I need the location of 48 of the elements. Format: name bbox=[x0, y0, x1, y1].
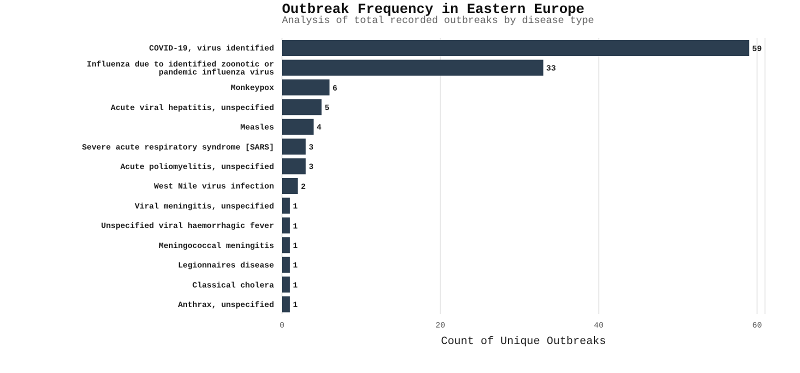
x-tick-label: 0 bbox=[280, 322, 285, 331]
data-label: 1 bbox=[292, 202, 298, 212]
bar bbox=[282, 256, 290, 273]
bar bbox=[282, 60, 544, 76]
y-tick-label: Legionnaires disease bbox=[178, 262, 274, 271]
x-tick-label: 60 bbox=[752, 322, 762, 331]
x-axis-title: Count of Unique Outbreaks bbox=[440, 336, 606, 348]
x-tick-label: 20 bbox=[436, 322, 446, 331]
bar bbox=[282, 296, 290, 312]
bar bbox=[282, 178, 298, 194]
y-tick-label: COVID-19, virus identified bbox=[149, 44, 274, 54]
data-label: 3 bbox=[308, 143, 314, 152]
y-tick-label: Anthrax, unspecified bbox=[178, 300, 274, 310]
y-tick-label: Meningococcal meningitis bbox=[158, 242, 274, 251]
data-label: 4 bbox=[316, 124, 322, 133]
data-label: 33 bbox=[546, 64, 556, 74]
data-label: 59 bbox=[752, 44, 762, 54]
data-label: 1 bbox=[292, 262, 298, 271]
y-tick-label: Acute viral hepatitis, unspecified bbox=[110, 104, 274, 113]
data-label: 1 bbox=[292, 301, 298, 310]
y-tick-label: West Nile virus infection bbox=[154, 182, 274, 192]
data-label: 2 bbox=[300, 182, 306, 192]
y-tick-label: Classical cholera bbox=[192, 281, 274, 290]
y-tick-label: Viral meningitis, unspecified bbox=[134, 202, 274, 212]
bar bbox=[282, 198, 290, 214]
bar bbox=[282, 138, 306, 155]
data-label: 3 bbox=[308, 163, 314, 172]
x-tick-label: 40 bbox=[594, 322, 604, 331]
data-label: 6 bbox=[332, 84, 338, 94]
bar bbox=[282, 118, 314, 135]
chart-subtitle: Analysis of total recorded outbreaks by disease type bbox=[282, 16, 594, 27]
bar bbox=[282, 237, 290, 254]
data-label: 1 bbox=[292, 242, 298, 251]
y-tick-label: Measles bbox=[240, 124, 274, 133]
bar bbox=[282, 99, 322, 116]
bar bbox=[282, 158, 306, 174]
y-tick-label: Severe acute respiratory syndrome [SARS] bbox=[82, 143, 274, 152]
y-tick-label: Monkeypox bbox=[230, 84, 274, 94]
bar bbox=[282, 217, 290, 234]
y-tick-label: Influenza due to identified zoonotic or pandemic influenza virus bbox=[86, 60, 274, 78]
data-label: 1 bbox=[292, 281, 298, 290]
bar bbox=[282, 276, 290, 293]
y-tick-label: Unspecified viral haemorrhagic fever bbox=[101, 222, 274, 232]
data-label: 5 bbox=[324, 104, 330, 113]
bar bbox=[282, 79, 330, 96]
bar bbox=[282, 40, 750, 56]
y-tick-label: Acute poliomyelitis, unspecified bbox=[120, 162, 274, 172]
data-label: 1 bbox=[292, 222, 298, 232]
